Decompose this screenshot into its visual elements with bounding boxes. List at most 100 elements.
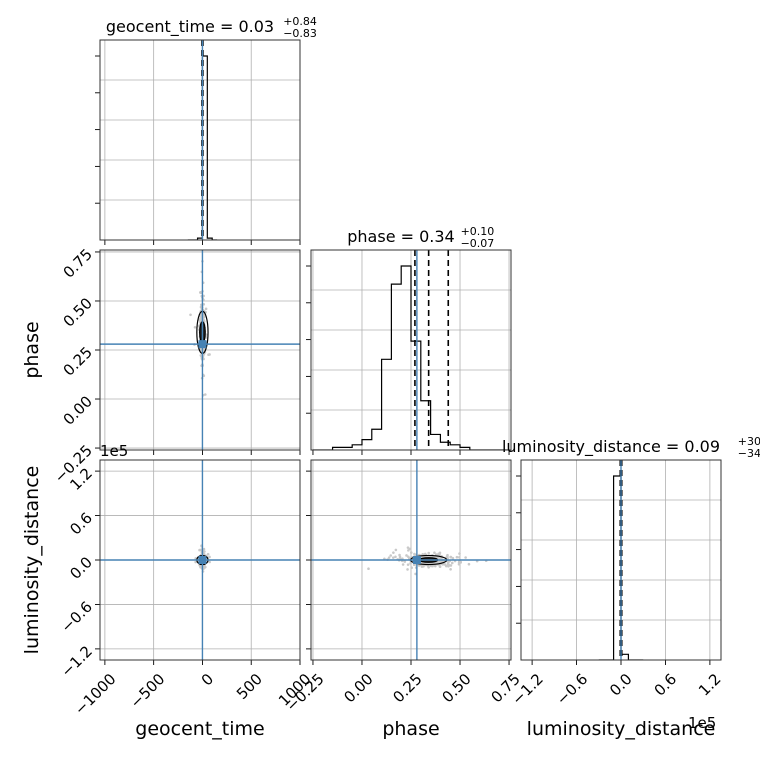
truth-marker [412, 556, 421, 564]
scatter-point [405, 554, 408, 557]
scatter-point [409, 551, 413, 554]
scatter-point [194, 560, 197, 564]
panel-content [100, 460, 300, 660]
title-main-text: luminosity_distance = 0.09 [502, 437, 720, 457]
x-tick-label: 1.2 [695, 670, 725, 700]
scatter-point [437, 552, 440, 556]
x-tick-label: −1000 [71, 670, 120, 719]
scatter-point [427, 565, 430, 569]
scatter-point [417, 564, 421, 567]
scatter-point [203, 550, 206, 553]
scatter-point [189, 313, 192, 317]
scatter-point [443, 563, 447, 566]
title-minus-text: −0.83 [283, 27, 317, 40]
title-main-text: geocent_time = 0.03 [106, 17, 274, 37]
scatter-point [208, 560, 211, 564]
scatter-point [446, 561, 450, 564]
panel-luminosity_distance-vs-phase: −0.25 0.00 0.25 0.50 0.75 [282, 459, 524, 715]
y-tick-label: 0.0 [66, 553, 96, 583]
scatter-point [449, 568, 452, 571]
title-plus-text: +0.84 [283, 15, 317, 28]
truth-marker [198, 556, 207, 564]
panel-frame [99, 249, 301, 451]
scatter-point [457, 562, 461, 566]
scatter-point [458, 555, 461, 559]
scatter-point [449, 555, 452, 559]
scatter-point [455, 555, 459, 559]
x-offset-text: 1e5 [688, 714, 716, 732]
panel-content [100, 250, 300, 450]
scatter-point [409, 561, 412, 565]
scatter-point [394, 555, 397, 559]
y-tick-label: 0.75 [60, 245, 96, 281]
y-tick-label: 0.50 [60, 294, 96, 330]
scatter-point [406, 563, 410, 566]
y-tick-label: 0.6 [66, 509, 96, 539]
scatter-point [394, 548, 398, 552]
panel-frame [99, 459, 301, 661]
title-phase: phase = 0.34 +0.10−0.07 [347, 225, 494, 250]
scatter-point [208, 555, 211, 559]
x-tick-label: −0.6 [553, 670, 591, 708]
panel-phase-vs-geocent_time: −0.250.000.250.500.75 [51, 245, 301, 487]
histogram-phase [312, 265, 510, 450]
scatter-point [423, 552, 427, 556]
scatter-point [433, 551, 436, 554]
scatter-point [199, 565, 202, 569]
panel-luminosity_distance-vs-geocent_time: −1.2−0.60.00.61.2−1000 −500 0 500 1000 [58, 459, 315, 719]
scatter-point [438, 565, 442, 568]
scatter-point [413, 552, 416, 556]
x-tick-label: 0.25 [389, 670, 425, 706]
scatter-point [427, 551, 431, 555]
scatter-point [451, 556, 455, 560]
scatter-point [410, 566, 413, 570]
scatter-point [406, 568, 409, 571]
y-tick-label: −1.2 [58, 642, 96, 680]
scatter-point [392, 551, 395, 554]
y-tick-label: −0.6 [58, 598, 96, 636]
panel-content [521, 460, 721, 660]
scatter-point [207, 353, 210, 357]
y-tick-label: 0.00 [60, 392, 96, 428]
title-luminosity_distance: luminosity_distance = 0.09 +30.44−34.75 [502, 435, 760, 460]
title-plus-text: +30.44 [738, 435, 760, 448]
title-minus-text: −34.75 [738, 447, 760, 460]
scatter-point [406, 546, 410, 549]
scatter-point [437, 560, 441, 564]
panel-content [311, 460, 511, 660]
scatter-point [199, 290, 202, 294]
panel-frame [99, 39, 301, 241]
truth-marker [198, 340, 207, 349]
y-offset-text: 1e5 [100, 442, 128, 460]
panel-geocent_time-vs-geocent_time: geocent_time = 0.03 +0.84−0.83 [95, 15, 317, 245]
panel-luminosity_distance-vs-luminosity_distance: luminosity_distance = 0.09+30.44−34.75−1… [502, 435, 760, 709]
title-geocent_time: geocent_time = 0.03 +0.84−0.83 [106, 15, 317, 40]
x-tick-label: 0 [198, 670, 217, 689]
scatter-point [389, 554, 393, 557]
x-tick-label: 0.50 [438, 670, 474, 706]
x-axis-label-luminosity_distance: luminosity_distance [527, 718, 716, 740]
scatter-point [458, 552, 461, 555]
scatter-point [401, 563, 405, 566]
scatter-point [421, 552, 425, 556]
scatter-point [449, 564, 453, 567]
panel-content [311, 250, 511, 450]
scatter-point [398, 553, 401, 557]
scatter-point [391, 556, 395, 559]
scatter-point [407, 555, 410, 559]
panel-frame [310, 459, 512, 661]
scatter-point [422, 565, 425, 568]
x-tick-label: 0.6 [651, 670, 681, 700]
scatter-point [450, 561, 454, 565]
panel-frame [520, 459, 722, 661]
x-tick-label: −500 [127, 670, 169, 712]
x-axis-label-geocent_time: geocent_time [135, 718, 264, 740]
scatter-point [464, 556, 467, 559]
scatter-point [387, 556, 391, 559]
scatter-point [403, 560, 407, 563]
scatter-point [367, 567, 370, 571]
x-tick-label: 0.00 [340, 670, 376, 706]
scatter-point [398, 555, 402, 559]
panel-content [100, 40, 300, 240]
